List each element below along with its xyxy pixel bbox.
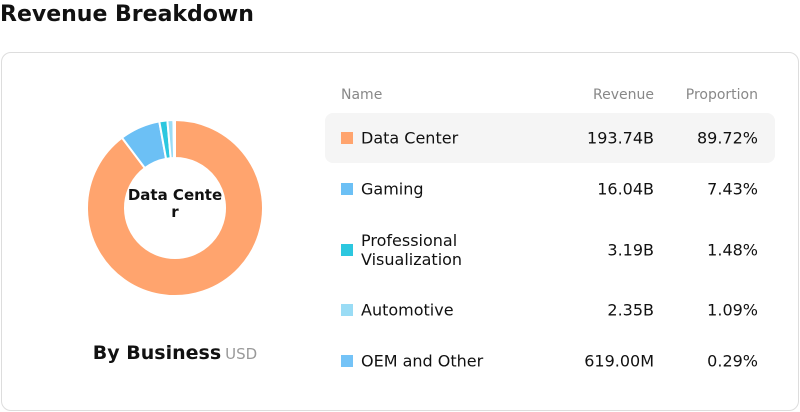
row-name: Professional Visualization: [361, 231, 463, 269]
chart-subtitle: USD: [225, 345, 258, 363]
legend-swatch: [341, 355, 353, 367]
row-proportion: 0.29%: [707, 351, 758, 371]
donut-slice[interactable]: [172, 118, 176, 160]
row-proportion: 89.72%: [696, 128, 758, 148]
column-header: Name: [341, 87, 383, 103]
row-proportion: 7.43%: [707, 179, 758, 199]
column-header: Proportion: [685, 87, 758, 103]
row-revenue: 16.04B: [597, 179, 654, 199]
donut-slice[interactable]: [86, 118, 264, 297]
legend-swatch: [341, 132, 353, 144]
legend-swatch: [341, 304, 353, 316]
row-revenue: 3.19B: [607, 240, 654, 260]
row-name: OEM and Other: [361, 351, 484, 371]
row-name: Data Center: [361, 128, 459, 148]
chart-title: By Business: [92, 342, 222, 364]
row-name: Gaming: [361, 179, 424, 199]
legend-swatch: [341, 244, 353, 256]
legend-swatch: [341, 183, 353, 195]
row-proportion: 1.09%: [707, 300, 758, 320]
chart-caption: By Business USD: [0, 342, 350, 364]
page-title: Revenue Breakdown: [0, 2, 254, 27]
row-name: Automotive: [361, 300, 454, 320]
row-revenue: 193.74B: [587, 128, 654, 148]
row-revenue: 619.00M: [584, 351, 654, 371]
card: [1, 52, 799, 411]
center-label: Data Center: [127, 186, 223, 221]
row-highlight[interactable]: [325, 113, 775, 163]
row-revenue: 2.35B: [607, 300, 654, 320]
row-proportion: 1.48%: [707, 240, 758, 260]
column-header: Revenue: [593, 87, 654, 103]
